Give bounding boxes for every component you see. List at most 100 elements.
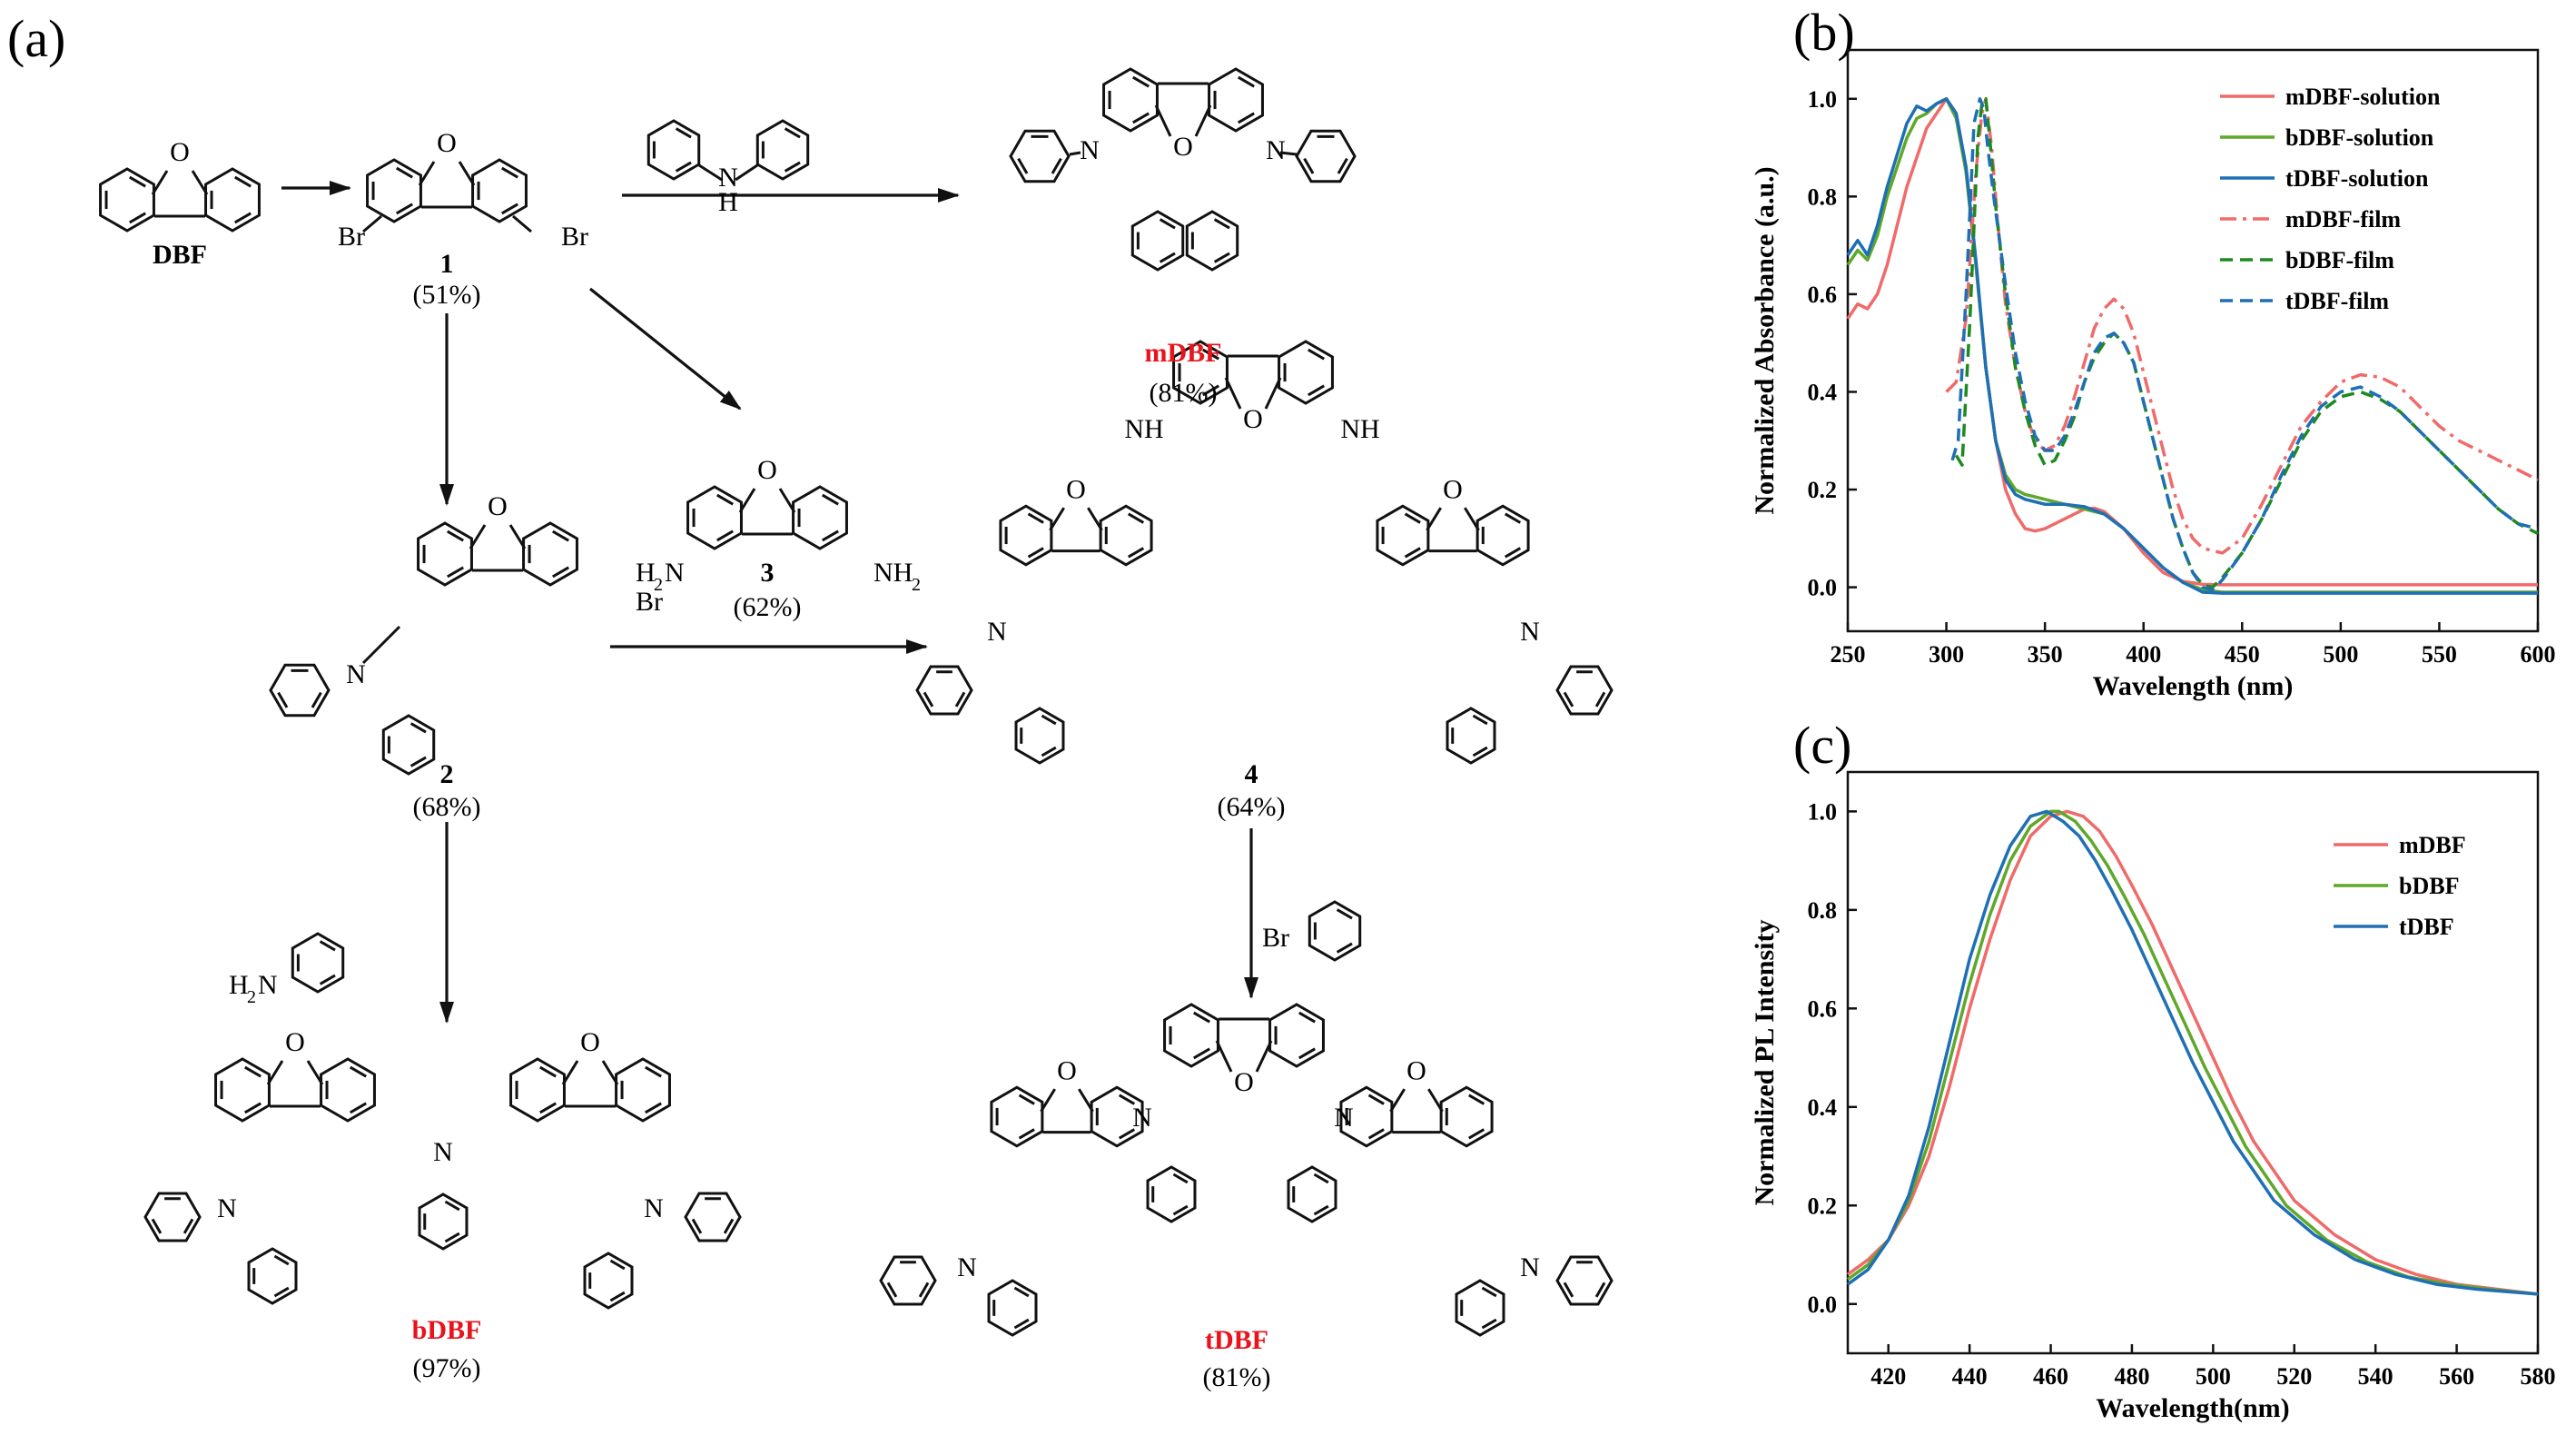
cpd2-structure-oxygen: O — [488, 491, 508, 521]
tdbf-anisyl-a — [1146, 1165, 1197, 1223]
cpd4-dbf-right-c-o-bond — [1464, 507, 1480, 531]
series-lines-c — [1846, 809, 2539, 1296]
dbf-structure-c-o-bond — [191, 170, 209, 195]
cpd1-structure-ring-left — [366, 158, 422, 223]
x-tick-label: 300 — [1929, 641, 1964, 668]
y-axis-title-c: Normalized PL Intensity — [1750, 920, 1780, 1206]
tdbf-anisyl-b — [1287, 1165, 1337, 1223]
tdbf-core-c-o-bond — [1215, 1040, 1233, 1073]
axis-ticks-b: 250 300 350 400 450 500 550 600 0.0 0.2 0.4 0.6 0.8 1… — [1808, 86, 2556, 668]
mdbf-core-c-o-bond — [1194, 104, 1212, 137]
bdbf-dbf-left-ring-left — [214, 1057, 271, 1123]
bdbf-anisyl-4 — [684, 1192, 742, 1242]
bdbf-anisyl-1 — [143, 1192, 202, 1242]
bdbf-n-right: N — [644, 1193, 664, 1223]
reaction-arrows — [281, 181, 1258, 1024]
mdbf-anisyl-3 — [1295, 129, 1357, 183]
cpd4-nh-left: NH — [1124, 414, 1163, 444]
yield-bdbf: (97%) — [413, 1353, 481, 1383]
tdbf-dbf-right-oxygen: O — [1406, 1056, 1426, 1086]
yield-cpd2: (68%) — [413, 792, 481, 822]
mdbf-core-ring-right — [1208, 67, 1264, 133]
cpd2-structure-ring-left — [417, 521, 473, 587]
compound-labels: DBF Br Br 1 (51%) mDBF (81%) N H Br 2 (6… — [153, 163, 1380, 1392]
yield-cpd1: (51%) — [413, 280, 481, 310]
axis-ticks-c: 420 440 460 480 500 520 540 560 580 0.0 0.2 0.4 0.6 0… — [1808, 798, 2556, 1390]
label-cpd1: 1 — [440, 249, 454, 279]
mdbf-core-c-o-bond — [1154, 104, 1172, 137]
aniline-sub: 2 — [247, 987, 256, 1007]
cpd1-structure-ring-right — [471, 158, 528, 223]
x-tick-label: 520 — [2276, 1363, 2312, 1390]
series-line-bDBF — [1846, 809, 2539, 1296]
cpd2-anisyl-2 — [381, 714, 436, 776]
cpd4-anisyl-2 — [1014, 707, 1065, 765]
y-tick-label: 1.0 — [1808, 798, 1838, 825]
x-tick-label: 500 — [2196, 1363, 2231, 1390]
x-tick-label: 560 — [2439, 1363, 2474, 1390]
cpd4-core-ring-right — [1278, 340, 1334, 405]
cpd3-nh2-sub: 2 — [912, 575, 921, 595]
panel-c-label: (c) — [1793, 716, 1851, 775]
mdbf-anisyl-1 — [1009, 129, 1071, 183]
bdbf-dbf-right-oxygen: O — [580, 1027, 600, 1057]
cpd4-dbf-left-c-o-bond — [1049, 507, 1065, 531]
bdbf-dbf-right-c-o-bond — [601, 1060, 619, 1085]
cpd2-n: N — [346, 659, 366, 689]
panel-a-label: (a) — [7, 9, 65, 68]
cpd4-core-c-o-bond — [1224, 377, 1242, 410]
label-cpd4: 4 — [1245, 759, 1258, 789]
plot-frame-c — [1846, 770, 2540, 1355]
reagent-anisyl-right — [755, 119, 810, 181]
dbf-structure-ring-right — [204, 167, 261, 233]
x-tick-label: 420 — [1870, 1363, 1906, 1390]
cpd4-anisyl-4 — [1555, 665, 1614, 716]
cpd4-dbf-right-ring-left — [1376, 504, 1430, 567]
bdbf-anisyl-2 — [247, 1247, 298, 1305]
mdbf-n-right: N — [1266, 135, 1286, 165]
x-tick-label: 580 — [2521, 1363, 2556, 1390]
dbf-structure-oxygen: O — [170, 137, 190, 167]
y-axis-title-b: Normalized Absorbance (a.u.) — [1750, 166, 1780, 514]
tdbf-dbf-right-ring-right — [1439, 1085, 1494, 1148]
y-tick-label: 0.6 — [1808, 282, 1838, 308]
cpd1-structure-c-o-bond — [458, 161, 476, 186]
y-tick-label: 0.2 — [1808, 477, 1838, 503]
x-tick-label: 450 — [2225, 641, 2260, 668]
dbf-structure-c-o-bond — [151, 170, 169, 195]
tdbf-n-left: N — [957, 1252, 977, 1282]
bond — [698, 163, 723, 182]
x-tick-label: 460 — [2033, 1363, 2068, 1390]
cpd4-anisyl-3 — [1446, 707, 1496, 765]
tdbf-dbf-right-c-o-bond — [1427, 1088, 1444, 1113]
bromoanisole-ring — [1308, 900, 1362, 962]
cpd3-structure-oxygen: O — [757, 455, 777, 485]
cpd3-structure-c-o-bond — [738, 488, 756, 513]
arrow-1-to-3 — [589, 287, 742, 411]
mdbf-anisyl-2 — [1130, 210, 1185, 272]
panel-c-pl-chart: (c) 420 440 460 480 500 520 540 560 580 0.0 0.2 0.4… — [1750, 716, 2556, 1423]
series-line-mDBF-film — [1945, 97, 2539, 555]
cpd4-n-right: N — [1520, 617, 1540, 647]
tdbf-dbf-right-c-o-bond — [1389, 1088, 1406, 1113]
bond — [361, 625, 401, 665]
cpd4-dbf-right-oxygen: O — [1443, 475, 1463, 505]
tdbf-anisyl-4 — [1555, 1255, 1614, 1306]
legend-label-bDBF-solution: bDBF-solution — [2285, 124, 2434, 151]
plot-frame-b — [1846, 48, 2540, 633]
tdbf-anisyl-3 — [1455, 1279, 1505, 1337]
reagent-anisyl-left — [646, 119, 701, 181]
bdbf-anisyl-3 — [583, 1252, 634, 1310]
bond — [1279, 151, 1298, 156]
series-line-tDBF — [1846, 809, 2539, 1296]
cpd2-structure-c-o-bond — [469, 524, 487, 549]
cpd2-br: Br — [636, 587, 663, 617]
legend-label-tDBF-solution: tDBF-solution — [2285, 165, 2429, 192]
mdbf-core-oxygen: O — [1173, 132, 1193, 162]
legend-label-mDBF-solution: mDBF-solution — [2285, 84, 2441, 110]
cpd2-structure-c-o-bond — [508, 524, 527, 549]
cpd3-structure-ring-left — [686, 485, 743, 550]
tdbf-dbf-left-oxygen: O — [1057, 1056, 1077, 1086]
